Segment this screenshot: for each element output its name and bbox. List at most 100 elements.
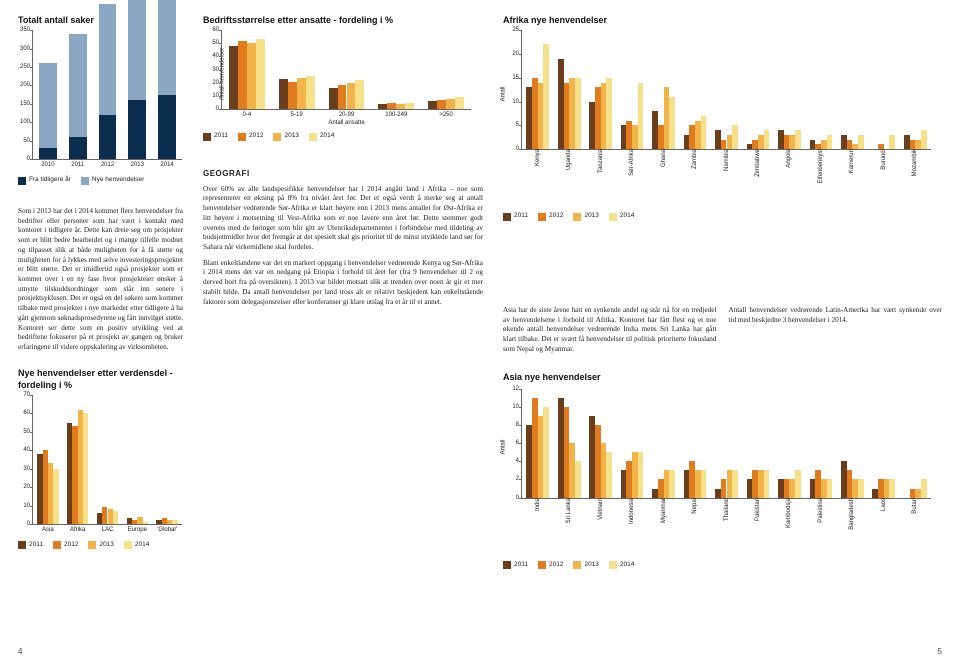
bar <box>396 104 405 109</box>
ytick-label: 30 <box>23 465 33 473</box>
ytick-label: 2 <box>516 475 522 483</box>
ytick-label: 20 <box>512 50 522 58</box>
xcat-label: 100-249 <box>385 109 407 119</box>
xcat-label: 'Global' <box>157 524 177 534</box>
ytick-label: 5 <box>516 121 522 129</box>
ytick-label: 50 <box>212 39 222 47</box>
legend-item: Fra tidligere år <box>18 176 71 185</box>
legend-item: 2014 <box>124 541 149 550</box>
bar <box>764 470 770 497</box>
ytick-label: 40 <box>23 446 33 454</box>
bar <box>128 0 146 100</box>
bar <box>347 83 356 109</box>
xcat-label: India <box>534 498 542 511</box>
xcat-label: LAC <box>102 524 114 534</box>
bar <box>701 116 707 149</box>
bar <box>889 135 895 149</box>
ytick-label: 30 <box>212 66 222 74</box>
legend-totalt: Fra tidligere årNye henvendelser <box>18 176 183 185</box>
right-para-2: Antall henvendelser vedrørende Latin-Ame… <box>729 306 943 361</box>
bar <box>378 104 387 109</box>
ytick-label: 0 <box>27 155 33 163</box>
legend-item: 2013 <box>573 212 598 221</box>
bar <box>921 479 927 497</box>
bar <box>297 78 306 110</box>
legend-item: 2011 <box>503 212 528 221</box>
legend-item: 2011 <box>203 132 228 141</box>
chart-asia: Antall 024681012IndiaSri LankaVietnamInd… <box>521 389 931 499</box>
ytick-label: 10 <box>23 501 33 509</box>
bar <box>355 80 364 109</box>
afrika-title: Afrika nye henvendelser <box>503 14 942 26</box>
xcat-label: 2013 <box>131 159 144 169</box>
xcat-label: Nepal <box>691 498 699 514</box>
xcat-label: >250 <box>439 109 453 119</box>
bedrift-title: Bedriftsstørrelse etter ansatte - fordel… <box>203 14 483 26</box>
bar <box>69 137 87 159</box>
ytick-label: 0 <box>216 105 222 113</box>
bar <box>229 46 238 109</box>
legend-asia: 2011201220132014 <box>503 561 942 570</box>
bar <box>543 44 549 149</box>
bar <box>638 83 644 150</box>
bar <box>143 522 148 524</box>
legend-item: 2011 <box>18 541 43 550</box>
bar <box>39 148 57 159</box>
chart-totalt: 0501001502002503003502010201120122013201… <box>32 30 182 160</box>
legend-item: 2013 <box>88 541 113 550</box>
ytick-label: 300 <box>20 45 33 53</box>
xcat-label: Mozambik <box>911 149 919 176</box>
bar <box>172 520 177 524</box>
bar <box>53 469 58 524</box>
xcat-label: 2012 <box>101 159 114 169</box>
xcat-label: Uganda <box>565 149 573 170</box>
legend-item: 2014 <box>609 212 634 221</box>
bar <box>99 4 117 115</box>
ytick-label: 40 <box>212 52 222 60</box>
xcat-label: Pakistan <box>754 498 762 521</box>
bar <box>69 34 87 137</box>
bar <box>701 470 707 497</box>
xcat-label: 2014 <box>160 159 173 169</box>
bar <box>543 407 549 498</box>
ytick-label: 10 <box>512 403 522 411</box>
ytick-label: 15 <box>512 74 522 82</box>
bar <box>795 470 801 497</box>
bar <box>446 99 455 110</box>
ytick-label: 20 <box>212 79 222 87</box>
xcat-label: Tanzania <box>597 149 605 173</box>
mid-text-block: GEOGRAFI Over 60% av alle landspesifikke… <box>203 169 483 313</box>
xcat-label: Elfenbenkyst <box>817 149 825 183</box>
ytick-label: 8 <box>516 421 522 429</box>
bar <box>279 79 288 109</box>
xcat-label: Indonesia <box>628 498 636 524</box>
ytick-label: 4 <box>516 457 522 465</box>
xcat-label: Kambodsja <box>785 498 793 528</box>
xcat-label: Kenya <box>534 149 542 166</box>
legend-item: 2014 <box>309 132 334 141</box>
bar <box>405 103 414 110</box>
ytick-label: 6 <box>516 439 522 447</box>
bar <box>795 130 801 149</box>
xcat-label: Kamerun <box>848 149 856 173</box>
ytick-label: 100 <box>20 118 33 126</box>
bar <box>83 413 88 524</box>
chart-afrika: Antall 0510152025KenyaUgandaTanzaniaSør-… <box>521 30 931 150</box>
bar <box>437 100 446 109</box>
legend-item: 2014 <box>609 561 634 570</box>
xcat-label: 0-4 <box>243 109 252 119</box>
bedrift-xlabel: Antall ansatte <box>328 119 364 127</box>
bar <box>238 41 247 109</box>
bar <box>575 461 581 497</box>
xcat-label: Burundi <box>880 149 888 170</box>
xcat-label: Sri Lanka <box>565 498 573 523</box>
bar <box>827 135 833 149</box>
chart-verdensdel: 010203040506070AsiaAfrikaLACEurope'Globa… <box>32 395 182 525</box>
xcat-label: Europe <box>128 524 147 534</box>
xcat-label: 2011 <box>71 159 84 169</box>
bar <box>306 76 315 109</box>
bar <box>113 511 118 524</box>
ytick-label: 150 <box>20 100 33 108</box>
left-body-text: Som i 2013 har det i 2014 kommet flere h… <box>18 207 183 353</box>
chart-bedrift: Antall henvendelser Antall ansatte 01020… <box>221 30 471 110</box>
